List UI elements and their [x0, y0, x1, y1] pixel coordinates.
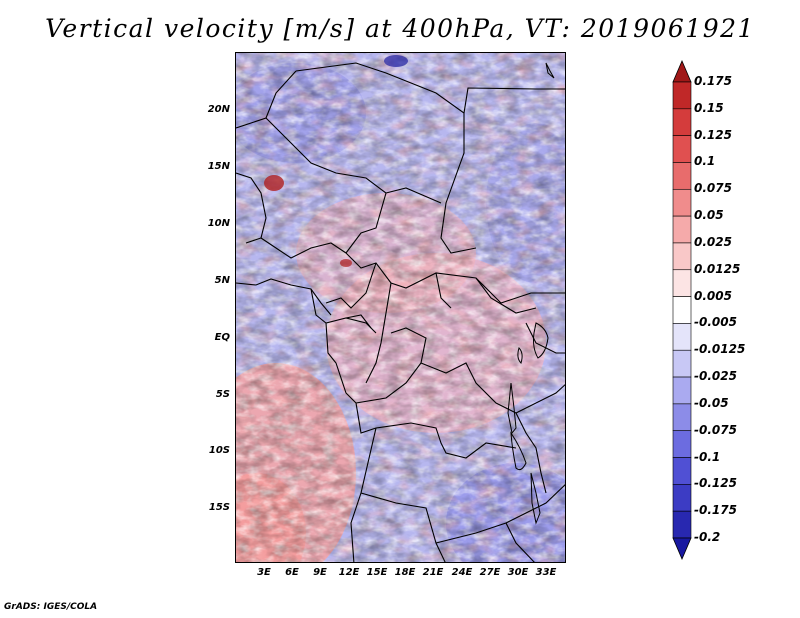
- colorbar-bin: [672, 242, 692, 271]
- strong-updraft-cell: [340, 259, 352, 267]
- colorbar-bin: [672, 81, 692, 110]
- colorbar-level-label: -0.175: [694, 503, 737, 518]
- lon-label: 9E: [313, 567, 327, 578]
- colorbar-bin: [672, 269, 692, 297]
- lon-label: 24E: [451, 567, 473, 578]
- colorbar-level-label: -0.1: [694, 449, 721, 464]
- colorbar-bin: [672, 457, 692, 485]
- colorbar-bin: [672, 215, 692, 244]
- colorbar-bin: [672, 108, 692, 136]
- colorbar-level-label: -0.025: [694, 369, 737, 384]
- colorbar-bin: [672, 323, 692, 351]
- strong-downdraft-cell: [384, 55, 408, 67]
- lon-label: 21E: [422, 567, 444, 578]
- lon-label: 15E: [366, 567, 388, 578]
- colorbar-level-label: 0.175: [694, 74, 732, 88]
- lat-label: 20N: [207, 104, 230, 115]
- colorbar-level-label: 0.1: [694, 154, 716, 169]
- colorbar-bin: [672, 403, 692, 432]
- lat-label: 5S: [215, 389, 230, 400]
- colorbar-level-label: 0.05: [694, 208, 724, 223]
- colorbar: [672, 60, 692, 560]
- colorbar-bin: [672, 510, 692, 539]
- lat-label: 10S: [208, 445, 230, 456]
- lon-label: 6E: [285, 567, 299, 578]
- strong-updraft-cell: [264, 175, 284, 191]
- country-borders: [236, 62, 565, 562]
- colorbar-bin: [672, 162, 692, 190]
- lon-label: 27E: [479, 567, 501, 578]
- lakes: [507, 62, 555, 525]
- colorbar-bin: [672, 349, 692, 378]
- colorbar-level-label: -0.05: [694, 395, 729, 410]
- colorbar-level-label: 0.125: [694, 127, 732, 142]
- lon-label: 18E: [394, 567, 416, 578]
- lat-label: 5N: [214, 275, 230, 286]
- colorbar-level-label: -0.005: [694, 315, 737, 330]
- colorbar-level-label: 0.005: [694, 288, 732, 303]
- colorbar-bin: [672, 135, 692, 163]
- colorbar-level-label: -0.2: [694, 530, 721, 544]
- lon-label: 12E: [338, 567, 360, 578]
- colorbar-bin: [672, 430, 692, 458]
- colorbar-level-label: -0.125: [694, 476, 737, 491]
- colorbar-level-label: 0.025: [694, 234, 732, 249]
- lon-label: 3E: [257, 567, 271, 578]
- texture-blue: [236, 53, 565, 562]
- colorbar-bin: [672, 296, 692, 324]
- lat-label: EQ: [214, 332, 230, 343]
- lat-label: 10N: [207, 218, 230, 229]
- map-plot-area: [235, 52, 566, 563]
- colorbar-level-label: 0.075: [694, 181, 732, 196]
- colorbar-bin: [672, 484, 692, 512]
- colorbar-bin: [672, 376, 692, 405]
- lat-label: 15S: [208, 502, 230, 513]
- lon-label: 30E: [507, 567, 529, 578]
- colorbar-top-triangle: [672, 60, 692, 83]
- colorbar-bottom-triangle: [672, 537, 692, 560]
- colorbar-level-label: 0.15: [694, 100, 724, 115]
- colorbar-level-label: -0.075: [694, 422, 737, 437]
- velocity-field-map: [236, 53, 565, 562]
- grads-credit: GrADS: IGES/COLA: [4, 602, 98, 612]
- lat-label: 15N: [207, 161, 230, 172]
- colorbar-level-label: -0.0125: [694, 342, 746, 357]
- colorbar-level-label: 0.0125: [694, 261, 741, 276]
- lon-label: 33E: [535, 567, 557, 578]
- colorbar-bin: [672, 188, 692, 217]
- map-title: Vertical velocity [m/s] at 400hPa, VT: 2…: [45, 14, 755, 43]
